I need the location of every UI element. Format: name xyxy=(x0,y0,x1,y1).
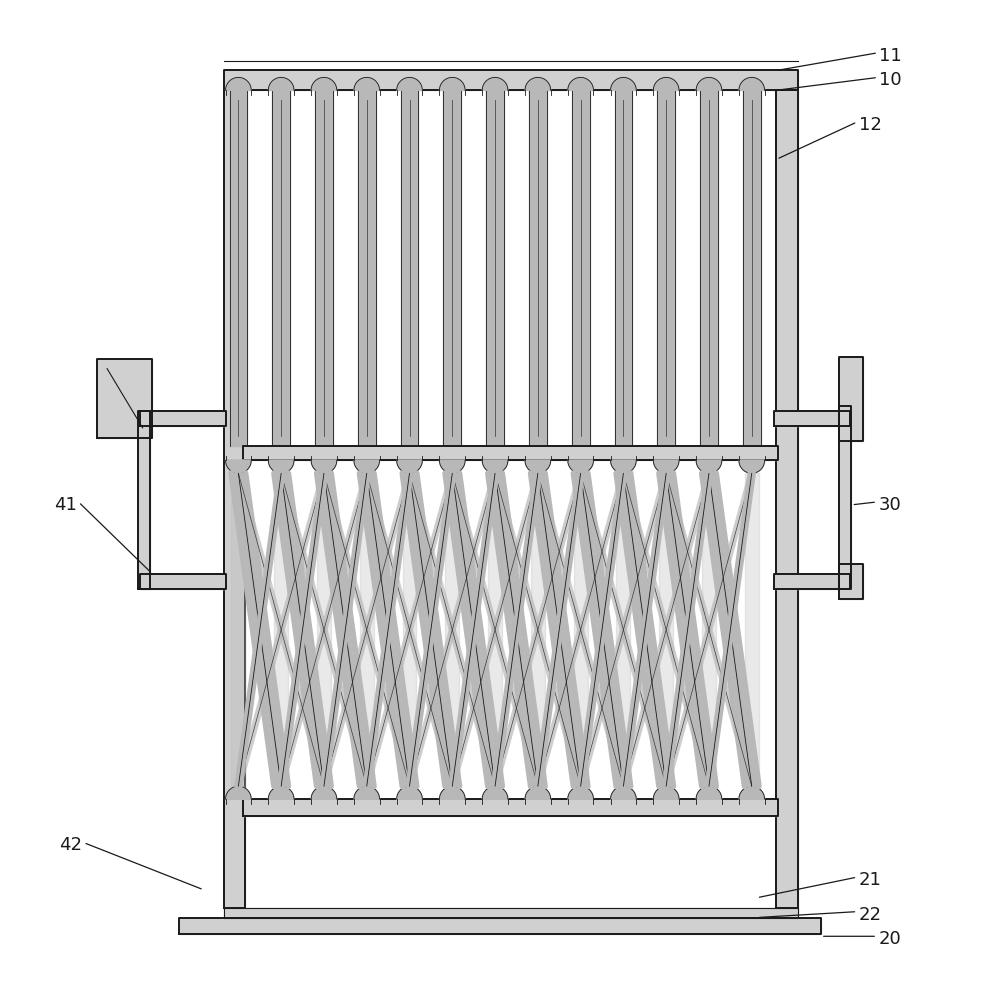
Polygon shape xyxy=(482,77,508,90)
Polygon shape xyxy=(354,77,380,90)
Polygon shape xyxy=(268,460,294,473)
Polygon shape xyxy=(739,786,765,799)
Polygon shape xyxy=(568,786,593,799)
Polygon shape xyxy=(611,460,636,473)
Polygon shape xyxy=(140,411,226,426)
Polygon shape xyxy=(568,460,593,473)
Text: 22: 22 xyxy=(859,906,882,924)
Polygon shape xyxy=(696,77,722,90)
Polygon shape xyxy=(486,90,504,446)
Polygon shape xyxy=(572,90,590,446)
Polygon shape xyxy=(311,460,337,473)
Polygon shape xyxy=(231,473,245,786)
Polygon shape xyxy=(439,786,465,799)
Polygon shape xyxy=(839,356,863,441)
Polygon shape xyxy=(488,473,502,786)
Polygon shape xyxy=(696,460,722,473)
Polygon shape xyxy=(243,799,778,816)
Polygon shape xyxy=(739,460,765,473)
Polygon shape xyxy=(529,90,547,446)
Polygon shape xyxy=(224,70,798,90)
Polygon shape xyxy=(445,473,459,786)
Polygon shape xyxy=(525,77,551,90)
Polygon shape xyxy=(138,411,150,589)
Polygon shape xyxy=(268,77,294,90)
Polygon shape xyxy=(482,786,508,799)
Polygon shape xyxy=(354,460,380,473)
Polygon shape xyxy=(653,77,679,90)
Text: 20: 20 xyxy=(879,931,901,948)
Polygon shape xyxy=(439,460,465,473)
Polygon shape xyxy=(839,406,851,589)
Polygon shape xyxy=(659,473,673,786)
Polygon shape xyxy=(774,574,850,589)
Polygon shape xyxy=(179,918,821,935)
Text: 12: 12 xyxy=(859,116,882,134)
Polygon shape xyxy=(230,90,247,446)
Polygon shape xyxy=(611,786,636,799)
Polygon shape xyxy=(224,90,245,908)
Polygon shape xyxy=(776,90,798,908)
Polygon shape xyxy=(397,786,422,799)
Text: 11: 11 xyxy=(879,47,901,64)
Polygon shape xyxy=(439,77,465,90)
Polygon shape xyxy=(745,473,759,786)
Polygon shape xyxy=(403,473,416,786)
Polygon shape xyxy=(774,411,850,426)
Text: 30: 30 xyxy=(879,496,901,514)
Polygon shape xyxy=(696,786,722,799)
Polygon shape xyxy=(401,90,418,446)
Polygon shape xyxy=(443,90,461,446)
Polygon shape xyxy=(311,77,337,90)
Polygon shape xyxy=(653,460,679,473)
Polygon shape xyxy=(243,446,778,460)
Polygon shape xyxy=(743,90,761,446)
Polygon shape xyxy=(616,473,630,786)
Polygon shape xyxy=(268,786,294,799)
Polygon shape xyxy=(317,473,331,786)
Polygon shape xyxy=(839,564,863,599)
Polygon shape xyxy=(354,786,380,799)
Polygon shape xyxy=(525,460,551,473)
Polygon shape xyxy=(97,358,152,438)
Polygon shape xyxy=(531,473,545,786)
Polygon shape xyxy=(657,90,675,446)
Polygon shape xyxy=(224,908,798,918)
Text: 41: 41 xyxy=(54,496,77,514)
Polygon shape xyxy=(700,90,718,446)
Text: 42: 42 xyxy=(59,837,82,854)
Polygon shape xyxy=(315,90,333,446)
Polygon shape xyxy=(525,786,551,799)
Polygon shape xyxy=(358,90,376,446)
Text: 10: 10 xyxy=(879,71,901,89)
Polygon shape xyxy=(360,473,374,786)
Polygon shape xyxy=(311,786,337,799)
Polygon shape xyxy=(226,77,251,90)
Polygon shape xyxy=(226,460,251,473)
Polygon shape xyxy=(739,77,765,90)
Polygon shape xyxy=(140,574,226,589)
Polygon shape xyxy=(397,77,422,90)
Polygon shape xyxy=(653,786,679,799)
Polygon shape xyxy=(615,90,632,446)
Polygon shape xyxy=(702,473,716,786)
Polygon shape xyxy=(568,77,593,90)
Text: 21: 21 xyxy=(859,871,882,889)
Polygon shape xyxy=(274,473,288,786)
Polygon shape xyxy=(574,473,588,786)
Polygon shape xyxy=(482,460,508,473)
Polygon shape xyxy=(611,77,636,90)
Polygon shape xyxy=(397,460,422,473)
Polygon shape xyxy=(226,786,251,799)
Polygon shape xyxy=(272,90,290,446)
